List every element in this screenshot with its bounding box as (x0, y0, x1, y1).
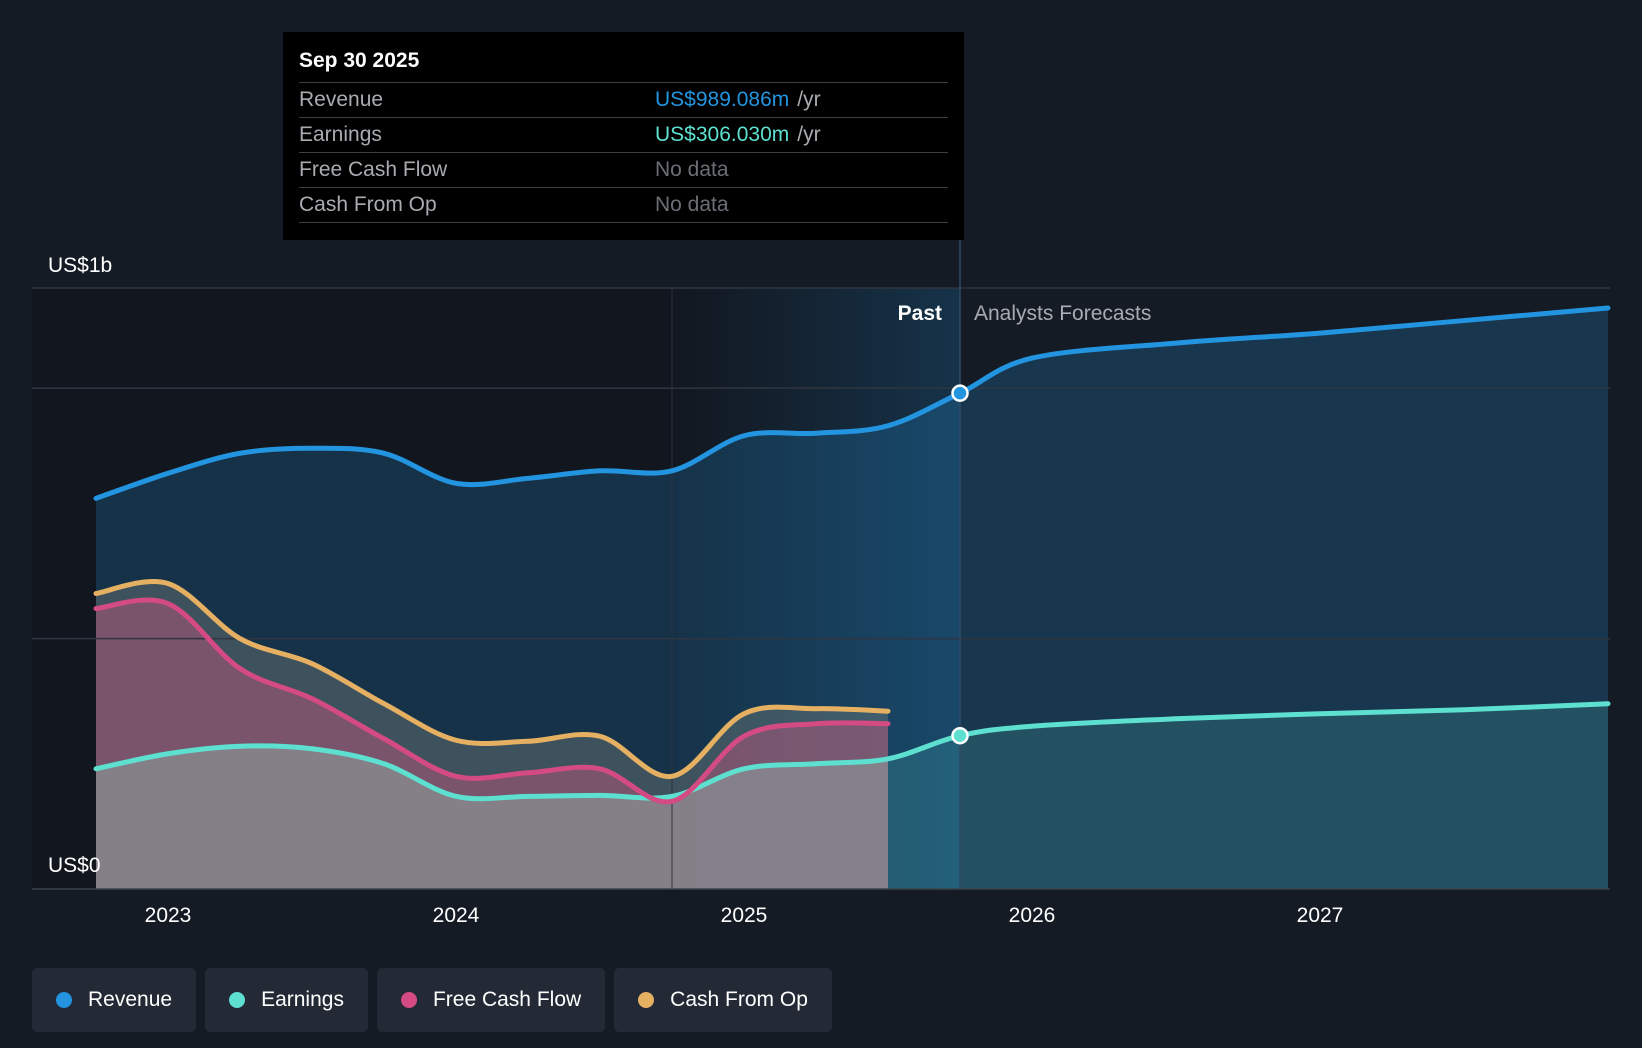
legend-item-revenue[interactable]: Revenue (32, 968, 197, 1032)
tooltip-row-revenue: Revenue US$989.086m /yr (299, 83, 948, 118)
cash-from-op-line (93, 579, 891, 779)
past-label: Past (898, 302, 942, 325)
tooltip-value-cash-from-op: No data (655, 193, 729, 216)
legend-item-cash-from-op[interactable]: Cash From Op (614, 968, 832, 1032)
tooltip: Sep 30 2025 Revenue US$989.086m /yr Earn… (283, 32, 964, 240)
legend-label: Cash From Op (670, 988, 808, 1011)
tooltip-value-free-cash-flow: No data (655, 158, 729, 181)
legend-item-earnings[interactable]: Earnings (205, 968, 368, 1032)
legend: Revenue Earnings Free Cash Flow Cash Fro… (32, 968, 832, 1032)
x-tick-label: 2025 (721, 904, 768, 927)
free-cash-flow-dot-icon (400, 992, 417, 1008)
tooltip-label: Free Cash Flow (299, 158, 448, 181)
legend-label: Free Cash Flow (432, 988, 582, 1011)
tooltip-row-earnings: Earnings US$306.030m /yr (299, 118, 948, 153)
earnings-point (951, 726, 969, 745)
legend-item-free-cash-flow[interactable]: Free Cash Flow (376, 968, 606, 1032)
tooltip-unit: /yr (797, 88, 821, 111)
y-axis-bottom-label: US$0 (48, 854, 101, 877)
legend-label: Revenue (88, 988, 173, 1011)
tooltip-date: Sep 30 2025 (299, 46, 948, 83)
revenue-point (951, 384, 969, 402)
earnings-dot-icon (229, 992, 246, 1008)
x-tick-label: 2024 (433, 904, 480, 927)
tooltip-label: Cash From Op (299, 193, 437, 216)
x-tick-label: 2023 (145, 904, 192, 927)
forecast-label: Analysts Forecasts (974, 302, 1151, 325)
tooltip-value-earnings: US$306.030m (655, 123, 790, 146)
tooltip-label: Revenue (299, 88, 384, 111)
tooltip-label: Earnings (299, 123, 382, 146)
tooltip-row-free-cash-flow: Free Cash Flow No data (299, 153, 948, 188)
tooltip-unit: /yr (797, 123, 821, 146)
earnings-past-area (96, 745, 888, 889)
earnings-line (93, 701, 1611, 802)
x-tick-label: 2027 (1297, 904, 1344, 927)
tooltip-value-revenue: US$989.086m (655, 88, 790, 111)
revenue-dot-icon (56, 992, 72, 1008)
cash-from-op-dot-icon (638, 992, 655, 1008)
tooltip-row-cash-from-op: Cash From Op No data (299, 188, 948, 223)
revenue-line (93, 305, 1611, 501)
free-cash-flow-line (93, 597, 891, 805)
x-tick-label: 2026 (1009, 904, 1056, 927)
legend-label: Earnings (261, 988, 344, 1011)
y-axis-top-label: US$1b (48, 254, 112, 277)
